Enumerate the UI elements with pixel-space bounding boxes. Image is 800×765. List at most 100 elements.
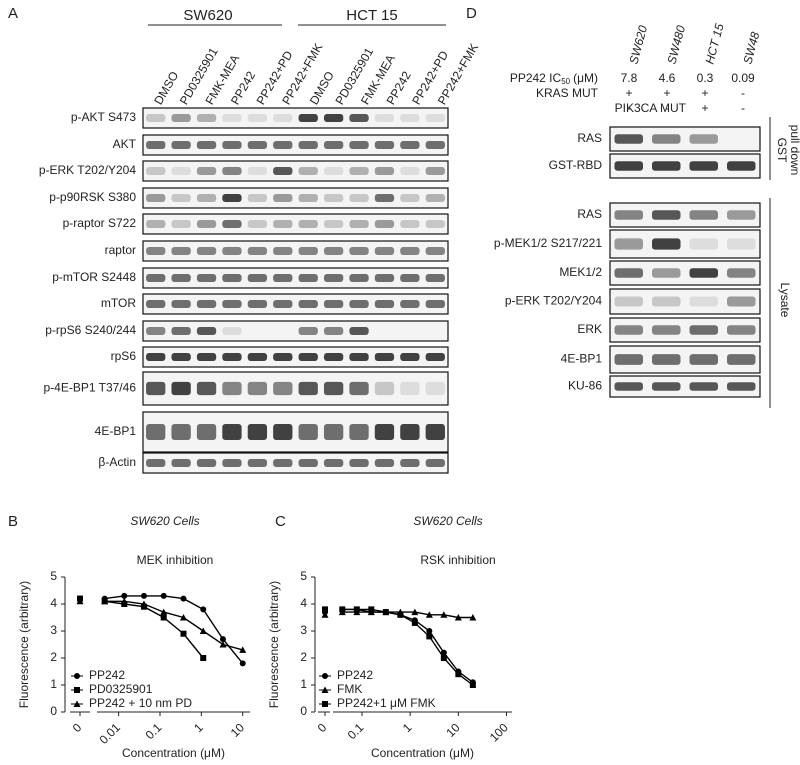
band (652, 238, 681, 250)
panel-label: A (8, 5, 18, 22)
band (689, 325, 718, 335)
band (374, 381, 395, 396)
band (222, 167, 242, 175)
band (247, 381, 268, 396)
band (374, 300, 395, 308)
band (146, 353, 166, 361)
band (171, 424, 191, 440)
band (247, 274, 268, 282)
band (171, 220, 191, 228)
y-axis-label: Fluorescence (arbitrary) (267, 581, 281, 708)
x-axis-label: Concentration (μM) (122, 746, 225, 760)
cell-line: HCT 15 (702, 22, 726, 66)
cell-line: SW620 (626, 24, 650, 66)
band (247, 247, 268, 255)
legend-marker (74, 673, 80, 679)
pik3ca-label: PIK3CA MUT (615, 101, 687, 115)
band (196, 327, 217, 335)
x-tick-label: 0.1 (345, 720, 367, 742)
band (273, 424, 293, 440)
band (349, 220, 369, 228)
band (349, 459, 369, 467)
band (727, 325, 756, 335)
band (146, 114, 166, 122)
pik3ca-status: - (665, 101, 669, 115)
band (196, 141, 217, 149)
band (171, 167, 191, 175)
band (146, 167, 166, 175)
band (727, 161, 756, 171)
blot-frame (609, 229, 761, 259)
y-tick-label: 3 (300, 623, 307, 637)
band (196, 381, 217, 396)
pulldown-label: pull down (788, 125, 800, 176)
band (614, 325, 643, 335)
y-tick-label: 1 (300, 677, 307, 691)
band (146, 300, 166, 308)
band (400, 194, 420, 202)
blot-frame (609, 375, 761, 398)
row-label: p-4E-BP1 T37/46 (43, 381, 136, 395)
band (349, 194, 369, 202)
band (196, 300, 217, 308)
row-label: p-ERK T202/Y204 (505, 294, 602, 308)
band (196, 353, 217, 361)
band (689, 268, 718, 278)
band (349, 424, 369, 440)
row-label: 4E-BP1 (561, 352, 603, 366)
kras-status: - (741, 86, 745, 100)
band (425, 381, 445, 396)
band (374, 220, 395, 228)
lysate-label: Lysate (778, 283, 792, 318)
panel-label: B (8, 513, 18, 530)
band (273, 459, 293, 467)
band (323, 247, 344, 255)
legend-marker (322, 673, 328, 679)
row-label: AKT (113, 137, 137, 151)
band (614, 354, 643, 365)
band (349, 141, 369, 149)
y-tick-label: 2 (50, 650, 57, 664)
band (323, 194, 344, 202)
legend-marker (321, 686, 329, 693)
band (146, 247, 166, 255)
band (196, 220, 217, 228)
band (298, 220, 318, 228)
band (273, 381, 293, 396)
legend-label: FMK (337, 682, 362, 696)
band (323, 141, 344, 149)
band (298, 381, 318, 396)
x-tick-label: 10 (443, 720, 463, 740)
blot-frame (142, 267, 449, 289)
band (323, 220, 344, 228)
band (425, 167, 445, 175)
band (171, 381, 191, 396)
band (727, 354, 756, 365)
band (652, 382, 681, 391)
band (652, 134, 681, 144)
band (727, 382, 756, 391)
chart-title: RSK inhibition (420, 553, 495, 567)
marker (321, 611, 329, 618)
band (614, 238, 643, 250)
band (689, 210, 718, 220)
band (273, 274, 293, 282)
band (146, 274, 166, 282)
ic50-label-part: (μM) (573, 71, 598, 85)
band (323, 327, 344, 335)
band (689, 382, 718, 391)
band (298, 167, 318, 175)
pik3ca-status: - (741, 101, 745, 115)
ic50-value: 4.6 (659, 71, 676, 85)
band (222, 300, 242, 308)
band (171, 274, 191, 282)
chart-subtitle: SW620 Cells (413, 514, 482, 528)
band (247, 459, 268, 467)
band (349, 327, 369, 335)
band (614, 134, 643, 144)
x-tick-label: 1 (400, 720, 415, 735)
band (196, 274, 217, 282)
band (146, 459, 166, 467)
blot-frame (142, 411, 449, 453)
band (323, 300, 344, 308)
